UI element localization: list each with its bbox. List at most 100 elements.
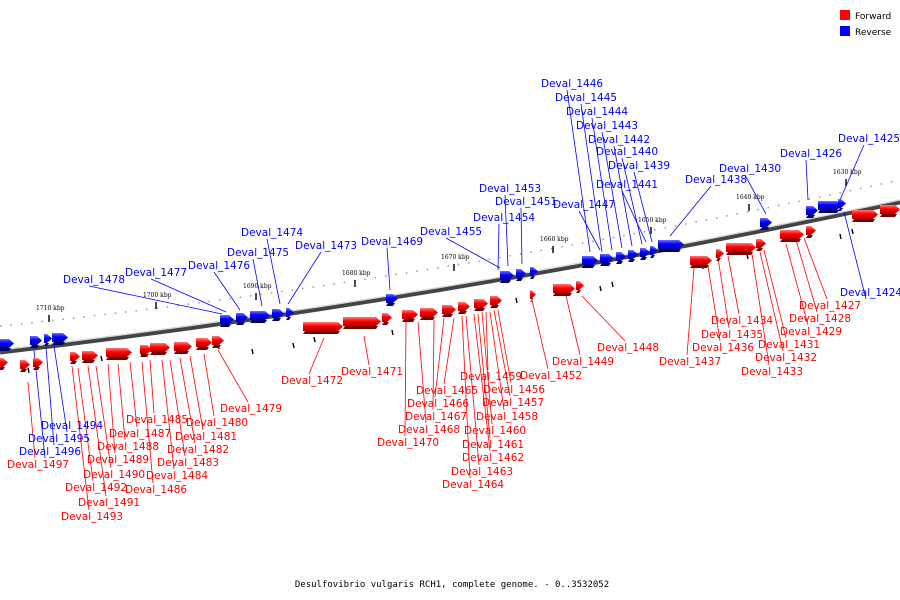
gene-label-deval-1487[interactable]: Deval_1487 <box>109 428 171 440</box>
forward-gene-arrow[interactable] <box>106 348 132 357</box>
gene-label-deval-1465[interactable]: Deval_1465 <box>416 385 478 397</box>
forward-gene-arrow[interactable] <box>196 338 212 347</box>
gene-label-deval-1448[interactable]: Deval_1448 <box>597 342 659 354</box>
gene-label-deval-1493[interactable]: Deval_1493 <box>61 511 123 523</box>
reverse-gene-arrow[interactable] <box>616 252 626 261</box>
forward-gene-arrow[interactable] <box>880 205 900 214</box>
gene-label-deval-1433[interactable]: Deval_1433 <box>741 366 803 378</box>
reverse-gene-arrow[interactable] <box>0 339 14 348</box>
reverse-gene-arrow[interactable] <box>530 267 538 276</box>
gene-label-deval-1438[interactable]: Deval_1438 <box>685 174 747 186</box>
forward-gene-arrow[interactable] <box>420 308 438 317</box>
gene-label-deval-1475[interactable]: Deval_1475 <box>227 247 289 259</box>
gene-label-deval-1449[interactable]: Deval_1449 <box>552 356 614 368</box>
gene-label-deval-1457[interactable]: Deval_1457 <box>482 397 544 409</box>
gene-label-deval-1474[interactable]: Deval_1474 <box>241 227 303 239</box>
gene-label-deval-1446[interactable]: Deval_1446 <box>541 78 603 90</box>
gene-label-deval-1455[interactable]: Deval_1455 <box>420 226 482 238</box>
gene-label-deval-1467[interactable]: Deval_1467 <box>405 411 467 423</box>
gene-label-deval-1478[interactable]: Deval_1478 <box>63 274 125 286</box>
gene-label-deval-1479[interactable]: Deval_1479 <box>220 403 282 415</box>
forward-gene-arrow[interactable] <box>806 226 816 235</box>
forward-gene-arrow[interactable] <box>852 210 878 219</box>
gene-label-deval-1460[interactable]: Deval_1460 <box>464 425 526 437</box>
reverse-gene-arrow[interactable] <box>760 218 772 227</box>
gene-label-deval-1436[interactable]: Deval_1436 <box>692 342 754 354</box>
gene-label-deval-1451[interactable]: Deval_1451 <box>495 196 557 208</box>
gene-label-deval-1466[interactable]: Deval_1466 <box>407 398 469 410</box>
gene-label-deval-1425[interactable]: Deval_1425 <box>838 133 900 145</box>
gene-label-deval-1453[interactable]: Deval_1453 <box>479 183 541 195</box>
gene-label-deval-1447[interactable]: Deval_1447 <box>553 199 615 211</box>
gene-label-deval-1434[interactable]: Deval_1434 <box>711 315 773 327</box>
forward-gene-arrow[interactable] <box>474 299 488 308</box>
reverse-gene-arrow[interactable] <box>30 336 42 345</box>
gene-label-deval-1476[interactable]: Deval_1476 <box>188 260 250 272</box>
gene-label-deval-1472[interactable]: Deval_1472 <box>281 375 343 387</box>
gene-label-deval-1468[interactable]: Deval_1468 <box>398 424 460 436</box>
gene-label-deval-1432[interactable]: Deval_1432 <box>755 352 817 364</box>
gene-label-deval-1492[interactable]: Deval_1492 <box>65 482 127 494</box>
gene-label-deval-1430[interactable]: Deval_1430 <box>719 163 781 175</box>
gene-label-deval-1464[interactable]: Deval_1464 <box>442 479 504 491</box>
gene-label-deval-1488[interactable]: Deval_1488 <box>97 441 159 453</box>
reverse-gene-arrow[interactable] <box>272 309 284 318</box>
forward-gene-arrow[interactable] <box>0 358 8 367</box>
gene-label-deval-1485[interactable]: Deval_1485 <box>126 414 188 426</box>
reverse-gene-arrow[interactable] <box>516 269 526 278</box>
gene-label-deval-1426[interactable]: Deval_1426 <box>780 148 842 160</box>
forward-gene-arrow[interactable] <box>402 310 418 319</box>
forward-gene-arrow[interactable] <box>716 249 724 258</box>
forward-gene-arrow[interactable] <box>343 317 381 326</box>
forward-gene-arrow[interactable] <box>33 358 43 367</box>
forward-gene-arrow[interactable] <box>458 302 470 311</box>
forward-gene-arrow[interactable] <box>70 352 80 361</box>
gene-label-deval-1471[interactable]: Deval_1471 <box>341 366 403 378</box>
reverse-gene-arrow[interactable] <box>44 334 52 343</box>
reverse-gene-arrow[interactable] <box>250 311 270 320</box>
gene-label-deval-1497[interactable]: Deval_1497 <box>7 459 69 471</box>
gene-label-deval-1435[interactable]: Deval_1435 <box>701 329 763 341</box>
forward-gene-arrow[interactable] <box>382 313 392 322</box>
gene-label-deval-1437[interactable]: Deval_1437 <box>659 356 721 368</box>
gene-label-deval-1469[interactable]: Deval_1469 <box>361 236 423 248</box>
reverse-gene-arrow[interactable] <box>818 201 842 210</box>
gene-label-deval-1452[interactable]: Deval_1452 <box>520 370 582 382</box>
reverse-gene-arrow[interactable] <box>640 248 650 257</box>
gene-label-deval-1481[interactable]: Deval_1481 <box>175 431 237 443</box>
reverse-gene-arrow[interactable] <box>236 313 248 322</box>
gene-label-deval-1463[interactable]: Deval_1463 <box>451 466 513 478</box>
gene-label-deval-1490[interactable]: Deval_1490 <box>83 469 145 481</box>
gene-label-deval-1473[interactable]: Deval_1473 <box>295 240 357 252</box>
forward-gene-arrow[interactable] <box>530 290 536 299</box>
gene-label-deval-1456[interactable]: Deval_1456 <box>483 384 545 396</box>
gene-label-deval-1442[interactable]: Deval_1442 <box>588 134 650 146</box>
reverse-gene-arrow[interactable] <box>650 246 658 255</box>
gene-label-deval-1480[interactable]: Deval_1480 <box>186 417 248 429</box>
forward-gene-arrow[interactable] <box>756 239 766 248</box>
forward-gene-arrow[interactable] <box>690 256 712 265</box>
gene-label-deval-1429[interactable]: Deval_1429 <box>780 326 842 338</box>
reverse-gene-arrow[interactable] <box>582 256 598 265</box>
gene-label-deval-1427[interactable]: Deval_1427 <box>799 300 861 312</box>
forward-gene-arrow[interactable] <box>490 296 502 305</box>
gene-label-deval-1428[interactable]: Deval_1428 <box>789 313 851 325</box>
gene-label-deval-1445[interactable]: Deval_1445 <box>555 92 617 104</box>
forward-gene-arrow[interactable] <box>212 336 224 345</box>
forward-gene-arrow[interactable] <box>780 230 804 239</box>
reverse-gene-arrow[interactable] <box>286 308 294 317</box>
reverse-gene-arrow[interactable] <box>52 333 68 342</box>
reverse-gene-arrow[interactable] <box>628 250 638 259</box>
forward-gene-arrow[interactable] <box>174 342 192 351</box>
forward-gene-arrow[interactable] <box>303 322 343 331</box>
gene-label-deval-1443[interactable]: Deval_1443 <box>576 120 638 132</box>
gene-label-deval-1496[interactable]: Deval_1496 <box>19 446 81 458</box>
gene-label-deval-1424[interactable]: Deval_1424 <box>840 287 900 299</box>
forward-gene-arrow[interactable] <box>82 351 98 360</box>
gene-label-deval-1440[interactable]: Deval_1440 <box>596 146 658 158</box>
gene-label-deval-1477[interactable]: Deval_1477 <box>125 267 187 279</box>
forward-gene-arrow[interactable] <box>140 345 152 354</box>
gene-label-deval-1459[interactable]: Deval_1459 <box>460 371 522 383</box>
gene-label-deval-1483[interactable]: Deval_1483 <box>157 457 219 469</box>
reverse-gene-arrow[interactable] <box>838 199 846 208</box>
